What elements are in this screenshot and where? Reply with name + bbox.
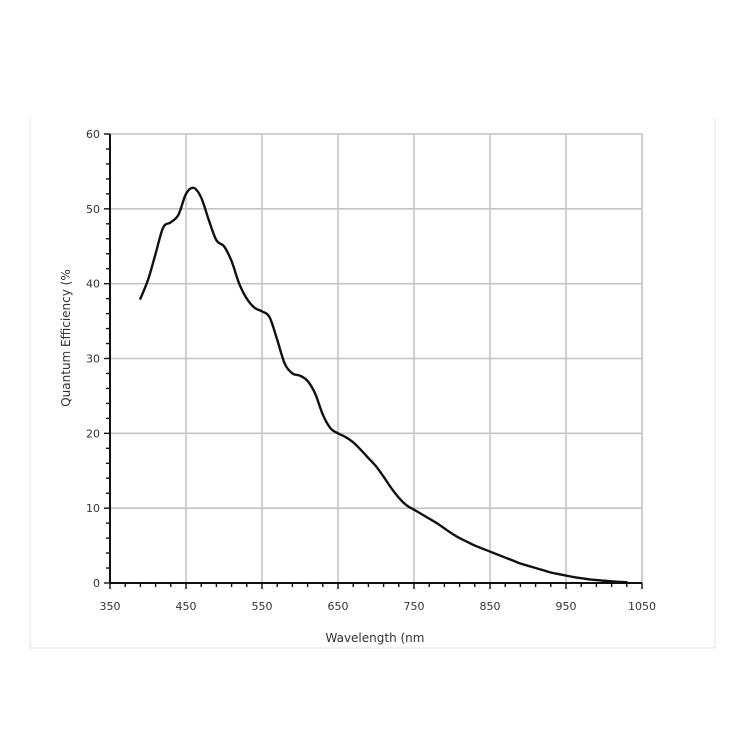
- y-tick-label: 50: [86, 203, 100, 216]
- qe-curve: [139, 186, 628, 584]
- ticks: [104, 133, 643, 589]
- tick-labels: 0 10 20 30 40 50 60 350 450 550 650 750 850 950 1050: [86, 128, 656, 613]
- x-tick-label: 950: [556, 600, 577, 613]
- x-tick-label: 850: [480, 600, 501, 613]
- x-axis-label: Wavelength (nm: [326, 631, 425, 645]
- x-tick-label: 750: [404, 600, 425, 613]
- series: [139, 186, 628, 584]
- x-tick-label: 650: [328, 600, 349, 613]
- y-tick-label: 10: [86, 502, 100, 515]
- x-tick-label: 450: [176, 600, 197, 613]
- y-tick-label: 0: [93, 577, 100, 590]
- x-tick-label: 550: [252, 600, 273, 613]
- y-axis-label: Quantum Efficiency (%: [59, 269, 73, 407]
- y-tick-label: 20: [86, 427, 100, 440]
- y-tick-label: 40: [86, 278, 100, 291]
- y-tick-label: 60: [86, 128, 100, 141]
- grid: [110, 133, 643, 583]
- x-tick-label: 350: [100, 600, 121, 613]
- x-tick-label: 1050: [628, 600, 656, 613]
- y-tick-label: 30: [86, 353, 100, 366]
